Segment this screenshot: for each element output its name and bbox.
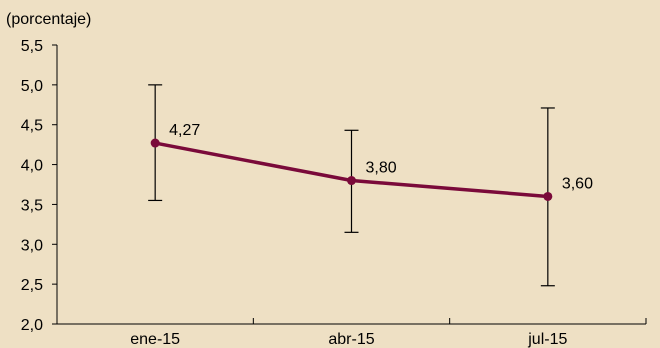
data-point — [543, 191, 553, 201]
x-tick-label: abr-15 — [328, 331, 374, 348]
x-tick-label: ene-15 — [130, 331, 180, 348]
y-tick-label: 3,5 — [21, 197, 43, 214]
data-point — [347, 176, 356, 186]
data-markers — [150, 138, 553, 201]
axes: 2,0 2,5 3,0 3,5 4,0 4,5 5,0 5,5 ene-15 abr-15 jul-… — [21, 38, 647, 348]
data-point — [150, 138, 160, 148]
y-tick-label: 4,0 — [21, 158, 43, 175]
y-tick-label: 2,0 — [21, 317, 43, 334]
y-unit-label: (porcentaje) — [6, 11, 91, 28]
data-label: 3,80 — [366, 160, 397, 177]
data-labels: 4,27 3,80 3,60 — [169, 122, 593, 192]
error-bars — [148, 84, 555, 287]
y-tick-label: 4,5 — [21, 118, 43, 135]
y-tick-label: 3,0 — [21, 237, 43, 254]
data-label: 4,27 — [169, 122, 200, 139]
y-tick-label: 5,5 — [21, 38, 43, 55]
data-label: 3,60 — [562, 175, 593, 192]
x-tick-label: jul-15 — [527, 331, 567, 348]
y-tick-label: 2,5 — [21, 277, 43, 294]
y-tick-label: 5,0 — [21, 78, 43, 95]
